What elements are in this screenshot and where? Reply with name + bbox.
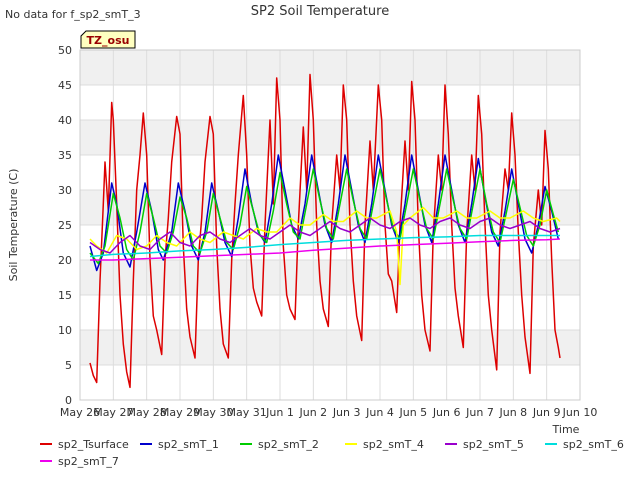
y-tick-label: 5 [65, 359, 72, 372]
y-tick-label: 20 [58, 254, 72, 267]
series-line-sp2_smT_6 [89, 234, 560, 258]
tz-badge-box [80, 30, 136, 49]
legend-label-sp2_smT_7: sp2_smT_7 [58, 455, 119, 468]
series-line-sp2_smT_2 [89, 168, 560, 265]
x-tick-label: May 26 [60, 406, 100, 419]
series-layer [89, 73, 561, 389]
plot-band [80, 365, 580, 400]
x-tick-label: May 31 [227, 406, 267, 419]
x-tick-label: Jun 5 [398, 406, 427, 419]
x-tick-label: May 27 [93, 406, 133, 419]
plot-frame [79, 49, 581, 401]
x-tick-label: Jun 4 [365, 406, 394, 419]
x-tick-label: Jun 10 [562, 406, 598, 419]
plot-band [80, 120, 580, 155]
legend: sp2_Tsurface sp2_smT_1 sp2_smT_2 sp2_smT_4 s… [40, 438, 624, 468]
x-axis-label: Time [552, 423, 580, 436]
x-tick-label: May 28 [127, 406, 167, 419]
no-data-note: No data for f_sp2_smT_3 [5, 8, 141, 21]
plot-band [80, 155, 580, 190]
x-tick-label: Jun 8 [498, 406, 527, 419]
plot-band [80, 85, 580, 120]
x-tick-label: May 30 [193, 406, 233, 419]
plot-band [80, 330, 580, 365]
y-tick-label: 45 [58, 79, 72, 92]
x-tick-label: Jun 6 [432, 406, 461, 419]
legend-label-sp2_smT_2: sp2_smT_2 [258, 438, 319, 451]
series-line-sp2_smT_4 [89, 206, 561, 286]
y-tick-label: 10 [58, 324, 72, 337]
tz-badge-label: TZ_osu [87, 34, 130, 47]
x-tick-label: Jun 7 [465, 406, 494, 419]
y-axis-ticks: 0 5 10 15 20 25 30 35 40 45 50 [58, 44, 72, 407]
legend-label-sp2_smT_4: sp2_smT_4 [363, 438, 424, 451]
y-tick-label: 25 [58, 219, 72, 232]
x-tick-label: Jun 3 [332, 406, 361, 419]
plot-band [80, 50, 580, 85]
y-tick-label: 40 [58, 114, 72, 127]
chart-title: SP2 Soil Temperature [251, 4, 389, 19]
legend-label-sp2_Tsurface: sp2_Tsurface [58, 438, 129, 451]
x-tick-label: Jun 9 [532, 406, 561, 419]
legend-label-sp2_smT_6: sp2_smT_6 [563, 438, 624, 451]
x-tick-label: May 29 [160, 406, 200, 419]
legend-label-sp2_smT_1: sp2_smT_1 [158, 438, 219, 451]
y-tick-label: 0 [65, 394, 72, 407]
y-axis-label: Soil Temperature (C) [7, 169, 20, 282]
y-tick-label: 15 [58, 289, 72, 302]
series-line-sp2_smT_5 [89, 217, 561, 254]
series-line-sp2_Tsurface [89, 73, 561, 389]
y-tick-label: 50 [58, 44, 72, 57]
y-tick-label: 35 [58, 149, 72, 162]
x-tick-label: Jun 1 [265, 406, 294, 419]
legend-label-sp2_smT_5: sp2_smT_5 [463, 438, 524, 451]
y-tick-label: 30 [58, 184, 72, 197]
series-line-sp2_smT_7 [90, 238, 561, 261]
tz-badge: TZ_osu [80, 30, 136, 49]
x-tick-label: Jun 2 [298, 406, 327, 419]
